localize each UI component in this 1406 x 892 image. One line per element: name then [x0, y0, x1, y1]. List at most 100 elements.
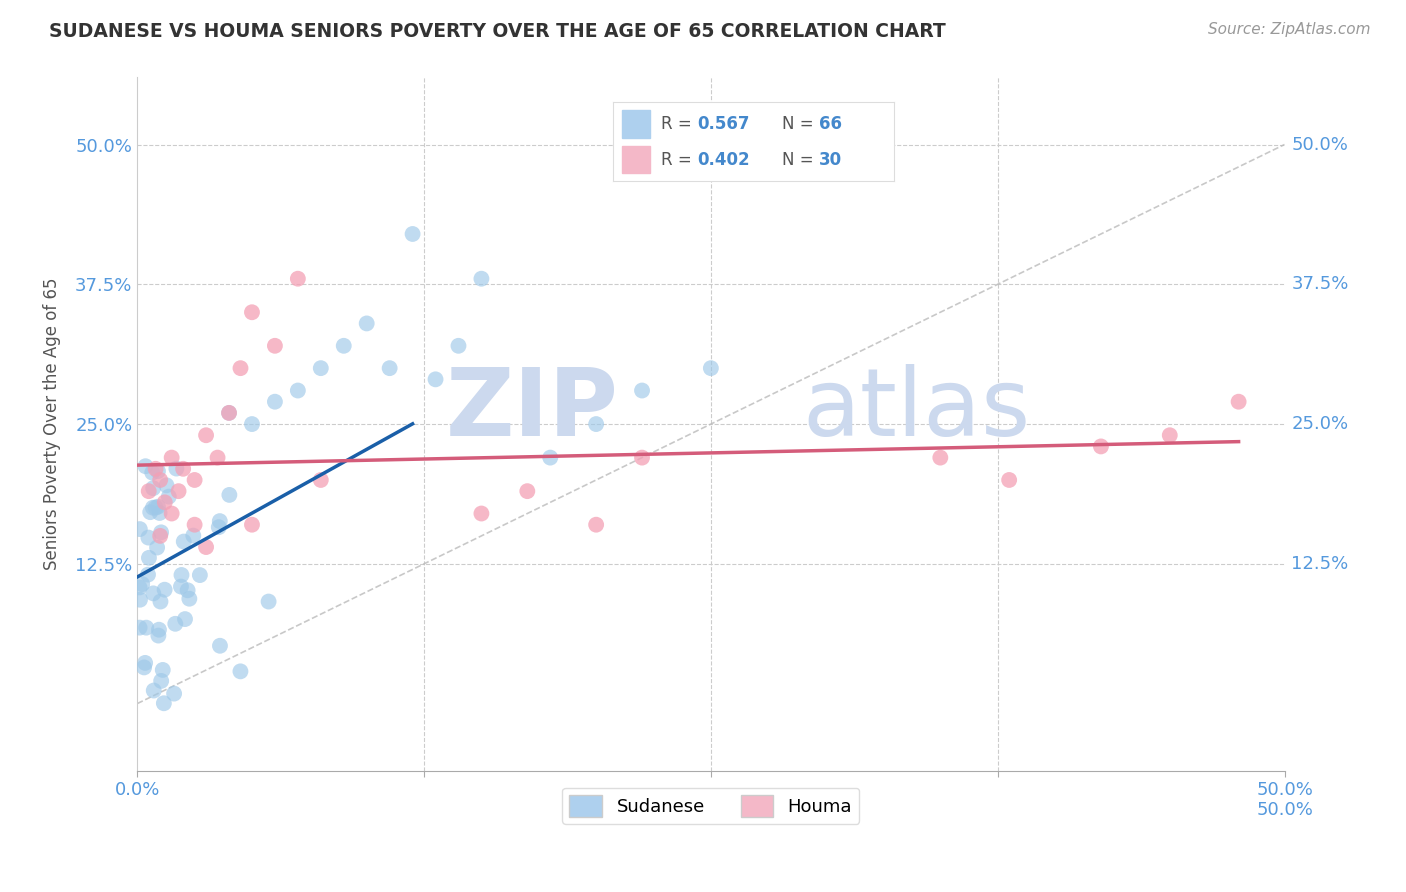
- Point: [150, 525, 173, 540]
- Point: [149, 529, 172, 543]
- Point: [146, 464, 169, 478]
- Point: [181, 528, 204, 542]
- Text: 12.5%: 12.5%: [1292, 555, 1348, 573]
- Text: ZIP: ZIP: [446, 364, 619, 456]
- Point: [157, 490, 180, 504]
- Point: [142, 500, 165, 515]
- Point: [447, 339, 470, 353]
- Point: [287, 271, 309, 285]
- Point: [145, 462, 167, 476]
- Point: [195, 540, 218, 554]
- Point: [240, 517, 263, 532]
- Point: [264, 394, 287, 409]
- Point: [425, 372, 447, 386]
- Text: 25.0%: 25.0%: [1292, 415, 1348, 434]
- Point: [129, 592, 152, 607]
- Point: [176, 583, 198, 598]
- Point: [141, 466, 163, 480]
- Point: [173, 534, 195, 549]
- Point: [332, 339, 354, 353]
- Point: [207, 450, 229, 465]
- Point: [139, 505, 162, 519]
- Point: [146, 541, 169, 555]
- Point: [131, 577, 153, 591]
- Text: atlas: atlas: [803, 364, 1031, 456]
- Point: [1227, 394, 1250, 409]
- Text: 37.5%: 37.5%: [1292, 276, 1348, 293]
- Text: SUDANESE VS HOUMA SENIORS POVERTY OVER THE AGE OF 65 CORRELATION CHART: SUDANESE VS HOUMA SENIORS POVERTY OVER T…: [49, 22, 946, 41]
- Point: [138, 550, 160, 565]
- Point: [257, 594, 280, 608]
- Text: 50.0%: 50.0%: [1292, 136, 1348, 153]
- Point: [165, 616, 187, 631]
- Point: [470, 271, 492, 285]
- Point: [1159, 428, 1181, 442]
- Point: [142, 683, 165, 698]
- Point: [218, 406, 240, 420]
- Point: [160, 507, 183, 521]
- Point: [142, 586, 165, 600]
- Point: [134, 656, 156, 670]
- Point: [128, 522, 150, 536]
- Point: [208, 514, 231, 528]
- Point: [188, 568, 211, 582]
- Text: 50.0%: 50.0%: [1256, 801, 1313, 819]
- Point: [240, 417, 263, 431]
- Point: [229, 665, 252, 679]
- Point: [170, 568, 193, 582]
- Point: [240, 305, 263, 319]
- Point: [160, 450, 183, 465]
- Point: [174, 612, 197, 626]
- Point: [929, 450, 952, 465]
- Point: [1090, 439, 1112, 453]
- Point: [132, 660, 155, 674]
- Point: [179, 591, 201, 606]
- Point: [152, 663, 174, 677]
- Point: [208, 639, 231, 653]
- Point: [155, 478, 177, 492]
- Text: Source: ZipAtlas.com: Source: ZipAtlas.com: [1208, 22, 1371, 37]
- Point: [172, 462, 194, 476]
- Point: [356, 317, 378, 331]
- Point: [149, 594, 172, 608]
- Point: [309, 473, 332, 487]
- Point: [150, 673, 173, 688]
- Point: [378, 361, 401, 376]
- Point: [183, 517, 205, 532]
- Point: [195, 428, 218, 442]
- Point: [148, 623, 170, 637]
- Point: [631, 450, 654, 465]
- Point: [145, 500, 167, 515]
- Point: [167, 484, 190, 499]
- Legend: Sudanese, Houma: Sudanese, Houma: [562, 788, 859, 824]
- Point: [128, 621, 150, 635]
- Point: [128, 581, 150, 595]
- Point: [136, 567, 159, 582]
- Point: [153, 696, 176, 710]
- Point: [287, 384, 309, 398]
- Point: [585, 517, 607, 532]
- Point: [309, 361, 332, 376]
- Point: [218, 406, 240, 420]
- Point: [470, 507, 492, 521]
- Point: [163, 687, 186, 701]
- Point: [142, 481, 165, 495]
- Point: [516, 484, 538, 499]
- Point: [165, 461, 187, 475]
- Point: [264, 339, 287, 353]
- Point: [170, 580, 193, 594]
- Point: [700, 361, 723, 376]
- Point: [585, 417, 607, 431]
- Point: [208, 520, 231, 534]
- Point: [401, 227, 423, 241]
- Point: [631, 384, 654, 398]
- Point: [149, 473, 172, 487]
- Point: [229, 361, 252, 376]
- Point: [138, 484, 160, 499]
- Point: [148, 629, 170, 643]
- Point: [134, 459, 156, 474]
- Point: [135, 621, 157, 635]
- Y-axis label: Seniors Poverty Over the Age of 65: Seniors Poverty Over the Age of 65: [44, 277, 60, 570]
- Point: [218, 488, 240, 502]
- Point: [153, 582, 176, 597]
